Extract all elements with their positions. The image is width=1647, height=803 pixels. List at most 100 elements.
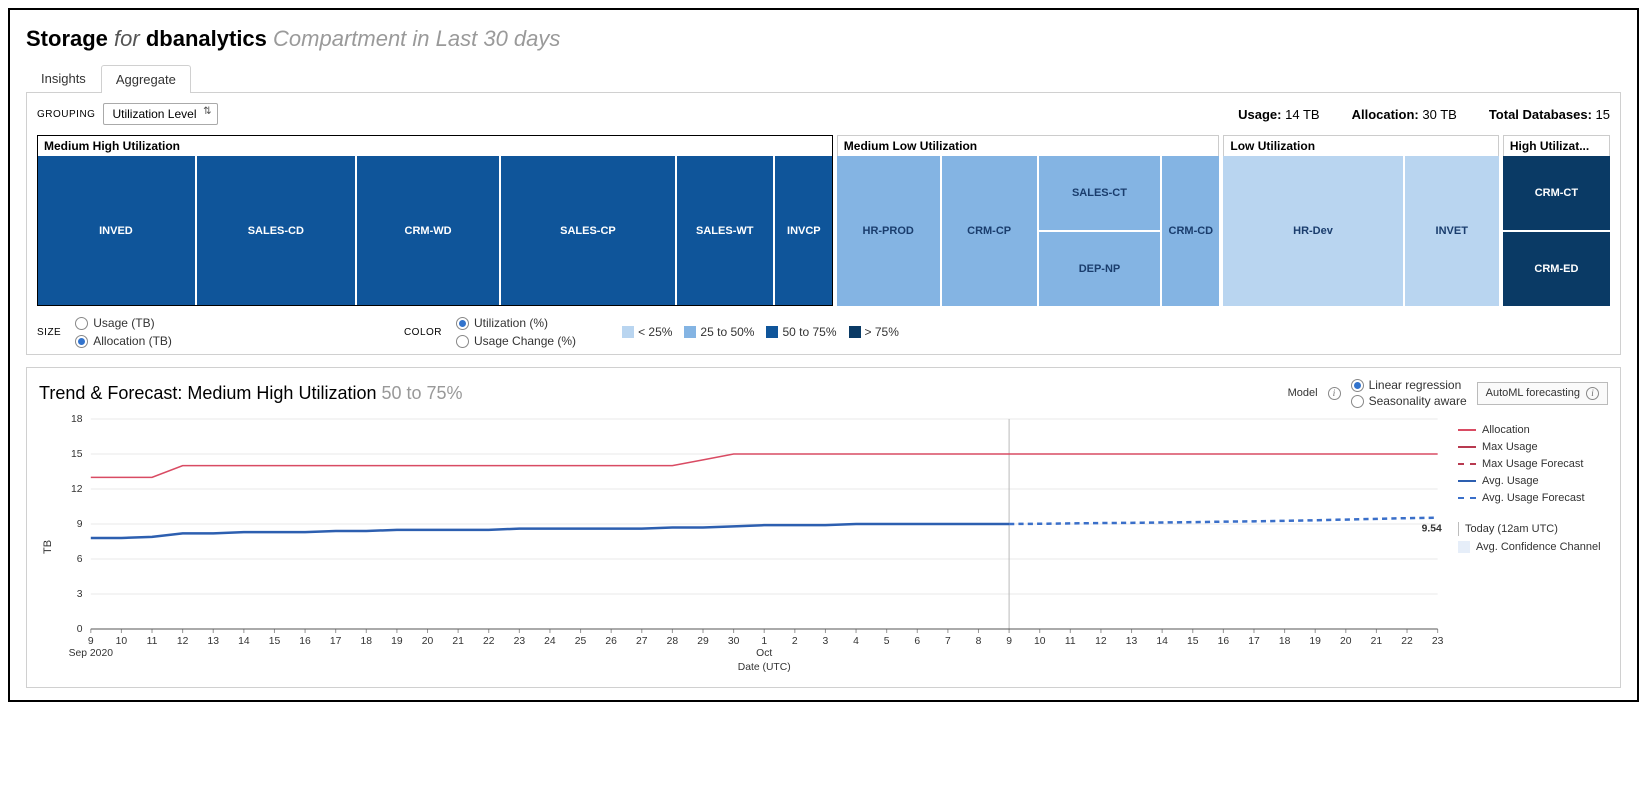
svg-text:9: 9 [77,519,83,530]
title-suffix: Compartment in Last 30 days [273,26,560,51]
svg-text:29: 29 [697,636,709,647]
svg-text:15: 15 [1187,636,1199,647]
svg-text:28: 28 [667,636,679,647]
chevron-updown-icon: ⇅ [203,107,211,117]
svg-text:18: 18 [71,414,83,425]
treemap-cell[interactable]: HR-PROD [837,156,940,306]
tab-insights[interactable]: Insights [26,64,101,92]
svg-text:7: 7 [945,636,951,647]
svg-text:Oct: Oct [756,648,772,659]
svg-text:24: 24 [544,636,556,647]
svg-text:4: 4 [853,636,859,647]
svg-text:10: 10 [116,636,128,647]
treemap-group[interactable]: Medium High UtilizationINVEDSALES-CDCRM-… [37,135,833,306]
treemap-cell[interactable]: INVCP [775,156,833,306]
treemap-cell[interactable]: INVET [1405,156,1499,306]
treemap-cell[interactable]: CRM-CT [1503,156,1610,230]
model-label: Model [1288,387,1318,399]
chart-title: Trend & Forecast: Medium High Utilizatio… [39,383,463,404]
svg-text:3: 3 [823,636,829,647]
group-header: Medium Low Utilization [837,135,1220,156]
radio-option[interactable]: Allocation (TB) [75,334,172,348]
svg-text:26: 26 [605,636,617,647]
svg-text:16: 16 [1218,636,1230,647]
treemap-cell[interactable]: HR-Dev [1223,156,1402,306]
svg-text:13: 13 [207,636,219,647]
size-label: SIZE [37,327,61,338]
usage-stat: Usage: 14 TB [1238,107,1319,122]
svg-text:23: 23 [1432,636,1444,647]
treemap-cell[interactable]: CRM-WD [357,156,500,306]
radio-option[interactable]: Usage Change (%) [456,334,576,348]
title-prefix: Storage [26,26,108,51]
svg-text:5: 5 [884,636,890,647]
svg-text:20: 20 [1340,636,1352,647]
info-icon: i [1586,387,1599,400]
legend-item: > 75% [849,325,899,339]
treemap-cell[interactable]: CRM-CD [1162,156,1219,306]
svg-text:22: 22 [1401,636,1413,647]
radio-option[interactable]: Linear regression [1351,378,1467,392]
treemap-cell[interactable]: CRM-CP [942,156,1037,306]
title-for: for [114,26,140,51]
treemap-cell[interactable]: CRM-ED [1503,232,1610,306]
info-icon[interactable]: i [1328,387,1341,400]
group-header: Low Utilization [1223,135,1498,156]
svg-text:18: 18 [361,636,373,647]
svg-text:20: 20 [422,636,434,647]
group-header: High Utilizat... [1503,135,1610,156]
svg-text:30: 30 [728,636,740,647]
treemap-cell[interactable]: SALES-CD [197,156,355,306]
svg-text:6: 6 [77,554,83,565]
swatch-icon [622,326,634,338]
legend-marker-icon [1458,446,1476,448]
model-radios: Linear regression Seasonality aware [1351,378,1467,408]
size-radios: Usage (TB) Allocation (TB) [75,316,172,348]
svg-text:9: 9 [1006,636,1012,647]
automl-button[interactable]: AutoML forecasting i [1477,382,1608,405]
treemap-cell[interactable]: DEP-NP [1039,232,1161,306]
svg-text:Date (UTC): Date (UTC) [738,662,791,673]
tab-bar: InsightsAggregate [26,64,1621,93]
radio-dot-icon [75,335,88,348]
svg-text:23: 23 [514,636,526,647]
svg-text:1: 1 [761,636,767,647]
svg-text:21: 21 [1371,636,1383,647]
svg-text:12: 12 [71,484,83,495]
chart-body: TB 03691215189Sep 2020101112131415161718… [39,414,1608,679]
group-header: Medium High Utilization [37,135,833,156]
page: Storage for dbanalytics Compartment in L… [8,8,1639,702]
treemap-cell[interactable]: SALES-CT [1039,156,1161,230]
tab-aggregate[interactable]: Aggregate [101,65,191,93]
svg-text:3: 3 [77,589,83,600]
svg-text:14: 14 [1156,636,1168,647]
allocation-stat: Allocation: 30 TB [1352,107,1457,122]
svg-text:Sep 2020: Sep 2020 [69,648,114,659]
legend-item: Max Usage Forecast [1458,458,1608,470]
svg-text:19: 19 [391,636,403,647]
toolbar: GROUPING Utilization Level ⇅ Usage: 14 T… [37,103,1610,125]
grouping-select[interactable]: Utilization Level ⇅ [103,103,217,125]
treemap-cell[interactable]: INVED [37,156,195,306]
page-title: Storage for dbanalytics Compartment in L… [26,26,1621,52]
legend-item: Avg. Usage [1458,475,1608,487]
svg-text:22: 22 [483,636,495,647]
svg-text:17: 17 [1248,636,1260,647]
svg-text:15: 15 [71,449,83,460]
treemap-cell[interactable]: SALES-CP [501,156,674,306]
treemap-group[interactable]: Medium Low UtilizationHR-PRODCRM-CPSALES… [837,135,1220,306]
radio-option[interactable]: Usage (TB) [75,316,172,330]
treemap-group[interactable]: Low UtilizationHR-DevINVET [1223,135,1498,306]
treemap-group[interactable]: High Utilizat...CRM-CTCRM-ED [1503,135,1610,306]
legend-item: Today (12am UTC) [1458,522,1608,536]
radio-option[interactable]: Seasonality aware [1351,394,1467,408]
radio-option[interactable]: Utilization (%) [456,316,576,330]
svg-text:16: 16 [299,636,311,647]
swatch-icon [849,326,861,338]
treemap-cell[interactable]: SALES-WT [677,156,773,306]
svg-text:11: 11 [1065,636,1076,647]
svg-text:19: 19 [1309,636,1321,647]
svg-text:12: 12 [1095,636,1107,647]
chart-plot: TB 03691215189Sep 2020101112131415161718… [39,414,1448,679]
svg-text:27: 27 [636,636,648,647]
